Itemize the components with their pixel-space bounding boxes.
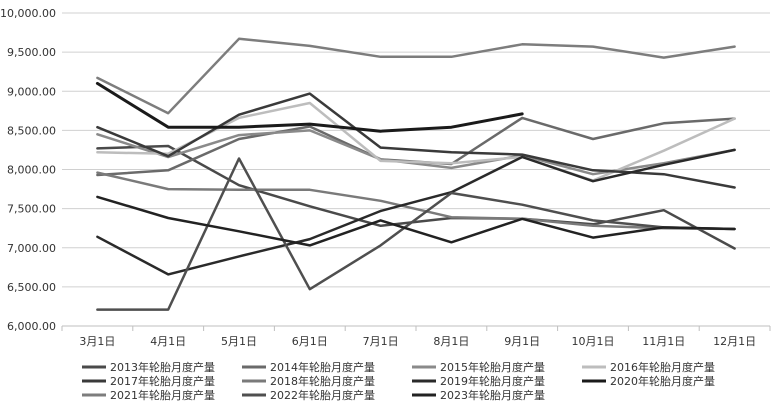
legend-item-10: 2022年轮胎月度产量	[242, 388, 375, 402]
y-tick-label: 7,500.00	[7, 203, 56, 216]
series-line-1	[96, 144, 736, 250]
legend-item-8: 2020年轮胎月度产量	[582, 374, 715, 388]
y-tick-label: 8,500.00	[7, 124, 56, 137]
x-tick-label: 7月1日	[363, 335, 399, 348]
legend-label: 2021年轮胎月度产量	[110, 388, 215, 402]
legend-label: 2014年轮胎月度产量	[270, 360, 375, 374]
x-tick-label: 10月1日	[572, 335, 615, 348]
legend-label: 2020年轮胎月度产量	[610, 374, 715, 388]
series-line-11	[96, 195, 736, 247]
series-line-10	[96, 157, 736, 311]
y-tick-label: 9,000.00	[7, 85, 56, 98]
axes: 6,000.00 6,500.00 7,000.00 7,500.00 8,000.00…	[0, 7, 771, 348]
series-line-3	[96, 129, 736, 176]
x-tick-label: 11月1日	[642, 335, 685, 348]
legend-item-2: 2014年轮胎月度产量	[242, 360, 375, 374]
legend-item-1: 2013年轮胎月度产量	[82, 360, 215, 374]
legend-label: 2023年轮胎月度产量	[440, 388, 545, 402]
legend-item-7: 2019年轮胎月度产量	[412, 374, 545, 388]
y-tick-label: 9,500.00	[7, 46, 56, 59]
series-line-7	[96, 148, 736, 276]
x-tick-label: 4月1日	[150, 335, 186, 348]
series-line-6	[96, 171, 736, 231]
legend-label: 2022年轮胎月度产量	[270, 388, 375, 402]
y-tick-label: 6,500.00	[7, 281, 56, 294]
y-tick-label: 8,000.00	[7, 164, 56, 177]
series-line-5	[96, 92, 736, 189]
x-tick-label: 5月1日	[221, 335, 257, 348]
legend-label: 2019年轮胎月度产量	[440, 374, 545, 388]
series-line-9	[96, 37, 736, 115]
legend: 2013年轮胎月度产量 2014年轮胎月度产量 2015年轮胎月度产量 2016年轮胎…	[82, 360, 715, 402]
x-tick-label: 3月1日	[79, 335, 115, 348]
legend-label: 2016年轮胎月度产量	[610, 360, 715, 374]
legend-item-6: 2018年轮胎月度产量	[242, 374, 375, 388]
x-tick-label: 9月1日	[504, 335, 540, 348]
legend-label: 2015年轮胎月度产量	[440, 360, 545, 374]
y-tick-label: 10,000.00	[0, 7, 56, 20]
x-tick-label: 12月1日	[713, 335, 756, 348]
y-tick-label: 7,000.00	[7, 242, 56, 255]
y-tick-label: 6,000.00	[7, 320, 56, 333]
series-lines	[95, 37, 736, 311]
legend-label: 2018年轮胎月度产量	[270, 374, 375, 388]
series-line-8	[95, 81, 524, 133]
legend-item-4: 2016年轮胎月度产量	[582, 360, 715, 374]
legend-item-9: 2021年轮胎月度产量	[82, 388, 215, 402]
legend-item-5: 2017年轮胎月度产量	[82, 374, 215, 388]
legend-item-11: 2023年轮胎月度产量	[412, 388, 545, 402]
legend-label: 2017年轮胎月度产量	[110, 374, 215, 388]
x-tick-label: 8月1日	[433, 335, 469, 348]
legend-item-3: 2015年轮胎月度产量	[412, 360, 545, 374]
legend-label: 2013年轮胎月度产量	[110, 360, 215, 374]
x-tick-label: 6月1日	[292, 335, 328, 348]
